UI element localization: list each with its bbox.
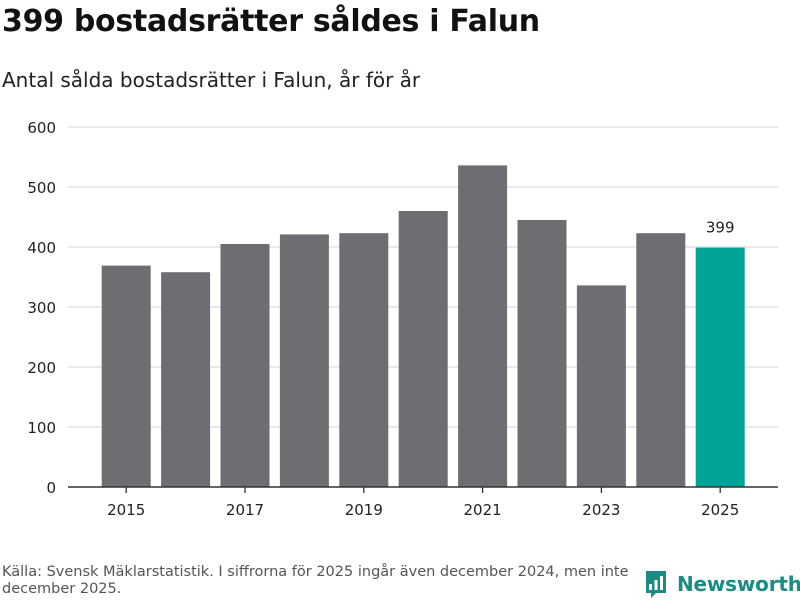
- x-tick-label-2017: 2017: [226, 501, 264, 519]
- x-tick-label-2025: 2025: [701, 501, 739, 519]
- y-tick-label-0: 0: [46, 479, 56, 497]
- y-tick-label-400: 400: [27, 239, 56, 257]
- x-tick-label-2019: 2019: [345, 501, 383, 519]
- bars: [101, 165, 745, 487]
- x-axis-tick-labels: 2015 2017 2019 2021 2023 2025: [107, 501, 739, 519]
- y-tick-label-100: 100: [27, 419, 56, 437]
- bar-2020: [398, 211, 448, 487]
- x-tick-label-2023: 2023: [582, 501, 620, 519]
- chart-title: 399 bostadsrätter såldes i Falun: [2, 4, 540, 39]
- bar-2021: [458, 165, 508, 487]
- bar-chart: 0 100 200 300 400 500 600 2015 2017 2019 2021 2023…: [27, 119, 778, 519]
- source-note: Källa: Svensk Mäklarstatistik. I siffror…: [2, 564, 629, 597]
- bar-2025: [695, 247, 745, 487]
- data-label-2025: 399: [706, 219, 735, 237]
- chart-subtitle: Antal sålda bostadsrätter i Falun, år fö…: [2, 68, 421, 92]
- data-labels: 399: [706, 219, 735, 237]
- brand: Newsworthy: [644, 568, 800, 600]
- x-tick-label-2015: 2015: [107, 501, 145, 519]
- x-axis: [68, 486, 778, 493]
- x-tick-label-2021: 2021: [464, 501, 502, 519]
- bar-2022: [517, 220, 567, 487]
- bar-2017: [220, 244, 270, 487]
- bar-2024: [636, 233, 686, 487]
- y-tick-label-300: 300: [27, 299, 56, 317]
- bar-2023: [576, 285, 626, 487]
- bar-2015: [101, 265, 151, 487]
- y-tick-label-500: 500: [27, 179, 56, 197]
- newsworthy-logo-icon: [646, 571, 666, 598]
- bar-2016: [161, 272, 211, 487]
- y-tick-label-200: 200: [27, 359, 56, 377]
- brand-name: Newsworthy: [677, 572, 800, 596]
- y-axis-tick-labels: 0 100 200 300 400 500 600: [27, 119, 56, 497]
- bar-2018: [279, 234, 329, 487]
- bar-2019: [339, 233, 389, 487]
- y-tick-label-600: 600: [27, 119, 56, 137]
